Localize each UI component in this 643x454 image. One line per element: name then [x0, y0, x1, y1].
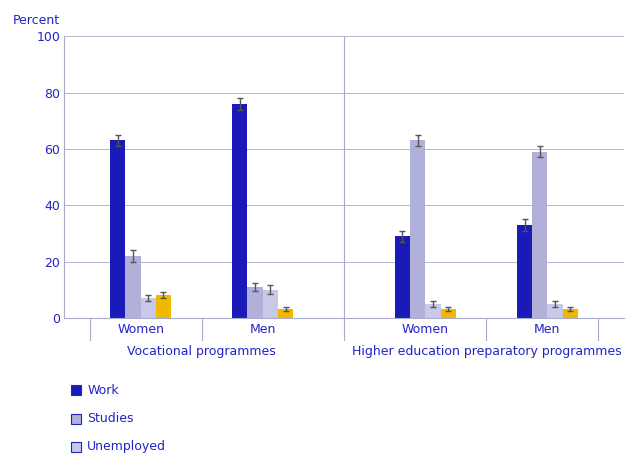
Text: Work: Work	[87, 384, 119, 397]
Bar	[426, 304, 440, 318]
Text: Unemployed: Unemployed	[87, 440, 166, 453]
Bar	[156, 295, 171, 318]
Bar	[248, 287, 262, 318]
Bar	[547, 304, 563, 318]
Bar	[278, 309, 293, 318]
Text: Higher education preparatory programmes: Higher education preparatory programmes	[352, 345, 621, 358]
Bar	[395, 236, 410, 318]
Bar	[141, 298, 156, 318]
Bar	[440, 309, 456, 318]
Bar	[563, 309, 578, 318]
Bar	[232, 104, 248, 318]
Bar	[410, 140, 426, 318]
Text: Studies: Studies	[87, 412, 134, 425]
Text: Vocational programmes: Vocational programmes	[127, 345, 276, 358]
Text: Percent: Percent	[13, 14, 60, 27]
Bar	[532, 152, 547, 318]
Bar	[125, 256, 141, 318]
Bar	[110, 140, 125, 318]
Bar	[517, 225, 532, 318]
Bar	[262, 290, 278, 318]
